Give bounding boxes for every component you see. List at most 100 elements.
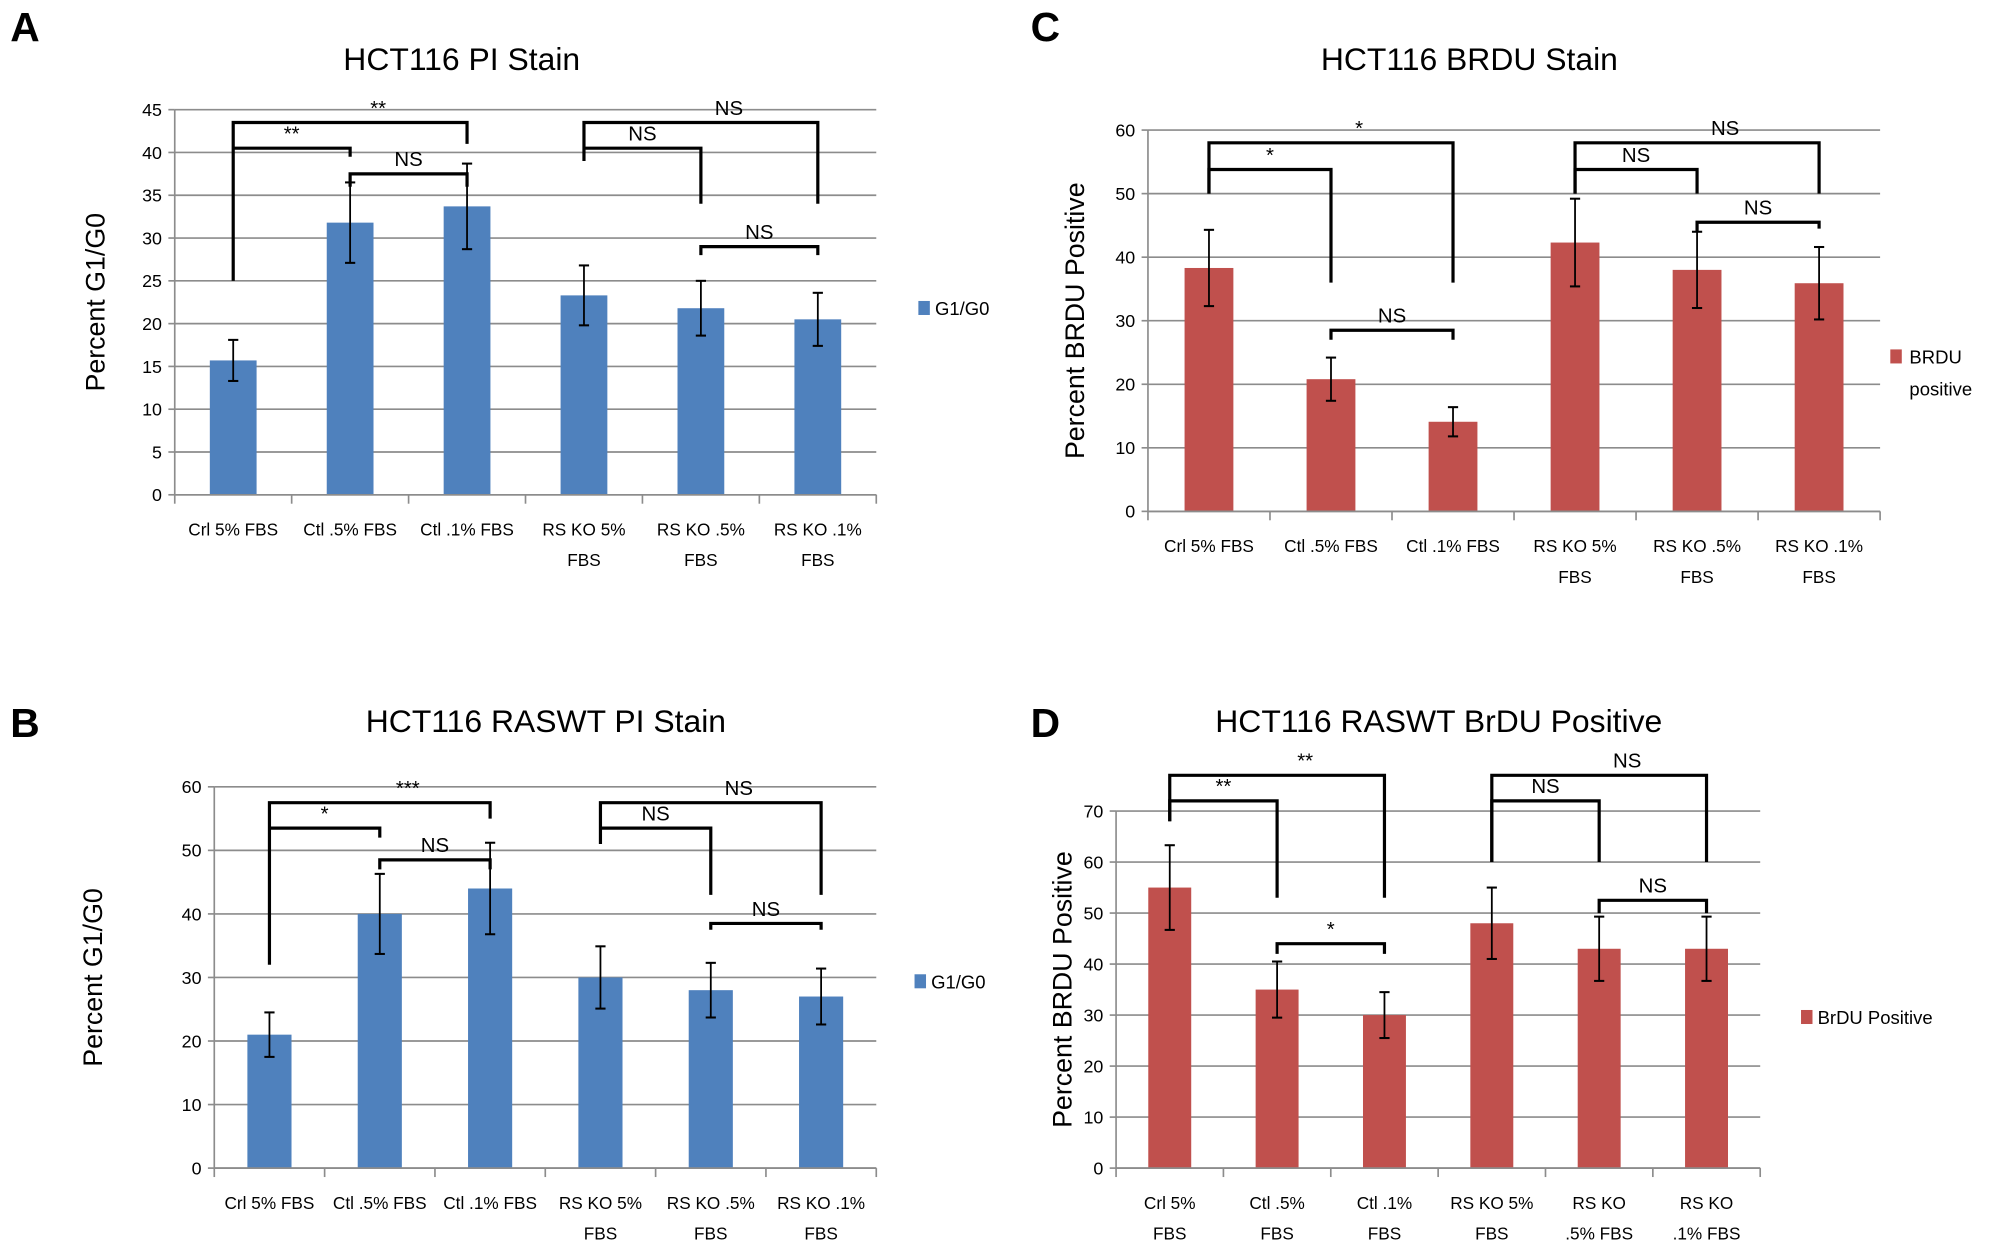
significance-label: ** — [1215, 776, 1231, 798]
bar — [357, 913, 402, 1169]
panel-label: A — [10, 4, 39, 50]
y-tick-label: 20 — [142, 314, 162, 334]
y-tick-label: 50 — [1115, 184, 1135, 204]
panel-label: B — [10, 700, 39, 746]
significance-label: NS — [1378, 306, 1406, 328]
significance-label: NS — [715, 98, 743, 120]
significance-label: * — [1327, 919, 1335, 941]
significance-bracket — [1490, 799, 1601, 863]
x-category-label: FBS — [1558, 567, 1591, 587]
x-category-label: Crl 5% FBS — [225, 1193, 315, 1213]
x-category-label: FBS — [1153, 1224, 1186, 1244]
bar — [1794, 283, 1844, 512]
y-tick-label: 0 — [152, 485, 162, 505]
y-tick-label: 30 — [1115, 311, 1135, 331]
x-category-label: Ctl .1% FBS — [443, 1193, 537, 1213]
y-tick-label: 20 — [1083, 1056, 1103, 1076]
legend-label: positive — [1909, 378, 1972, 399]
y-tick-label: 0 — [1125, 502, 1135, 522]
y-tick-label: 60 — [182, 777, 202, 797]
y-tick-label: 15 — [142, 357, 162, 377]
bar — [688, 990, 733, 1169]
x-category-label: Ctl .5% FBS — [333, 1193, 427, 1213]
bar — [1685, 948, 1728, 1169]
chart-title: HCT116 PI Stain — [343, 41, 580, 77]
significance-bracket — [1168, 773, 1387, 898]
y-tick-label: 60 — [1115, 120, 1135, 140]
y-tick-label: 40 — [1115, 248, 1135, 268]
x-category-label: FBS — [584, 1224, 617, 1244]
chart-panel-a: A HCT116 PI Stain Percent G1/G0 0 5 10 15 20 25 3… — [10, 4, 989, 570]
significance-label: NS — [1744, 198, 1772, 220]
x-category-label: FBS — [694, 1224, 727, 1244]
x-category-label: FBS — [801, 550, 834, 570]
x-category-label: .5% FBS — [1565, 1224, 1633, 1244]
bar — [443, 206, 491, 495]
significance-bracket — [267, 801, 492, 965]
x-category-label: RS KO .5% — [657, 520, 745, 540]
y-tick-label: 45 — [142, 100, 162, 120]
y-tick-label: 0 — [1093, 1158, 1103, 1178]
y-tick-label: 10 — [142, 400, 162, 420]
x-category-label: Ctl .1% — [1357, 1193, 1412, 1213]
significance-label: NS — [394, 149, 422, 171]
y-tick-label: 40 — [1083, 954, 1103, 974]
y-axis-label: Percent G1/G0 — [81, 213, 111, 392]
significance-bracket — [1695, 220, 1821, 232]
significance-bracket — [1329, 328, 1455, 340]
significance-label: NS — [1622, 145, 1650, 167]
x-category-label: FBS — [1368, 1224, 1401, 1244]
bar — [560, 295, 608, 495]
x-category-label: RS KO 5% — [542, 520, 625, 540]
y-tick-label: 10 — [182, 1095, 202, 1115]
chart-title: HCT116 RASWT PI Stain — [366, 703, 726, 739]
significance-bracket — [348, 172, 469, 187]
y-tick-label: 20 — [1115, 375, 1135, 395]
significance-label: NS — [1531, 776, 1559, 798]
x-category-label: Ctl .5% — [1249, 1193, 1304, 1213]
chart-panel-b: B HCT116 RASWT PI Stain Percent G1/G0 0 10 20… — [10, 700, 985, 1243]
significance-bracket — [1573, 167, 1699, 194]
y-axis-label: Percent BRDU Positive — [1060, 182, 1090, 459]
bar — [1362, 1015, 1406, 1169]
y-tick-label: 10 — [1083, 1107, 1103, 1127]
x-category-label: FBS — [1260, 1224, 1293, 1244]
x-category-label: RS KO — [1572, 1193, 1626, 1213]
y-tick-label: 40 — [142, 143, 162, 163]
significance-bracket — [1597, 898, 1709, 914]
bar — [1470, 923, 1514, 1169]
legend-label: G1/G0 — [935, 298, 989, 319]
x-category-label: RS KO 5% — [1450, 1193, 1533, 1213]
bar — [326, 222, 374, 495]
significance-label: NS — [1711, 118, 1739, 140]
significance-bracket — [269, 826, 382, 838]
y-tick-label: 70 — [1083, 801, 1103, 821]
legend-label: G1/G0 — [931, 971, 985, 992]
significance-label: NS — [1613, 751, 1641, 773]
legend-swatch — [1801, 1009, 1813, 1025]
significance-bracket — [600, 826, 713, 895]
bar — [1184, 267, 1234, 512]
significance-bracket — [1168, 799, 1279, 898]
significance-bracket — [1207, 167, 1333, 283]
chart-title: HCT116 RASWT BrDU Positive — [1215, 703, 1662, 739]
significance-bracket — [598, 801, 823, 895]
x-category-label: RS KO — [1680, 1193, 1734, 1213]
y-tick-label: 35 — [142, 186, 162, 206]
y-tick-label: 10 — [1115, 438, 1135, 458]
chart-panel-c: C HCT116 BRDU Stain Percent BRDU Positive 0… — [1031, 4, 1973, 587]
significance-label: NS — [745, 222, 773, 244]
bar — [1577, 948, 1621, 1169]
y-tick-label: 20 — [182, 1031, 202, 1051]
significance-label: * — [321, 803, 329, 825]
x-category-label: .1% FBS — [1673, 1224, 1741, 1244]
y-axis-label: Percent BRDU Positive — [1047, 851, 1077, 1128]
y-tick-label: 5 — [152, 442, 162, 462]
legend-swatch — [1890, 349, 1902, 364]
y-tick-label: 50 — [1083, 903, 1103, 923]
chart-title: HCT116 BRDU Stain — [1321, 41, 1618, 77]
legend-label: BrDU Positive — [1818, 1007, 1933, 1028]
x-category-label: RS KO .1% — [777, 1193, 865, 1213]
legend-label: BRDU — [1909, 346, 1961, 367]
